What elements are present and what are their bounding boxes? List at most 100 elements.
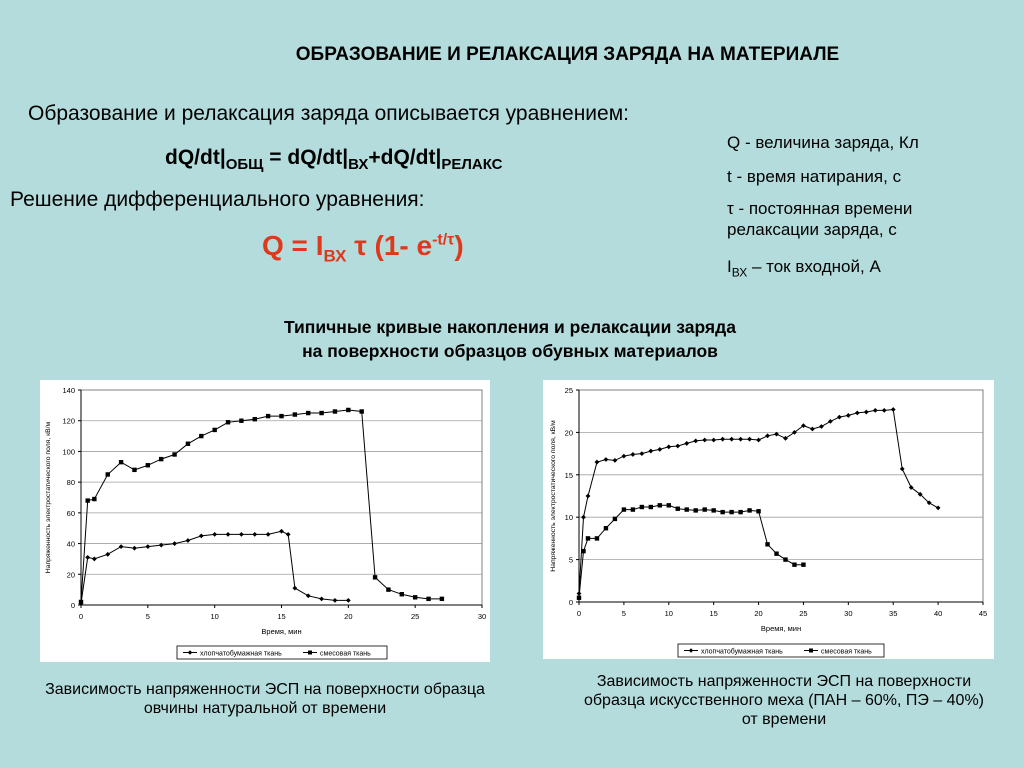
data-point <box>285 531 291 537</box>
data-point <box>159 456 164 462</box>
data-point <box>305 593 311 599</box>
data-point <box>792 562 797 567</box>
x-tick-label: 30 <box>844 609 852 618</box>
data-point <box>594 459 600 465</box>
legend-t: t - время натирания, с <box>727 167 902 186</box>
data-point <box>693 438 699 444</box>
data-point <box>810 426 815 432</box>
eq2-tau: τ <box>354 230 367 261</box>
data-point <box>185 538 191 543</box>
data-point <box>666 444 672 450</box>
data-point <box>386 587 391 592</box>
data-point <box>92 496 97 502</box>
legend-label: смесовая ткань <box>320 650 371 657</box>
data-point <box>639 504 645 510</box>
chart-svg-artificial-fur: 0 5 10 15 20 25 0 5 10 15 20 25 30 35 40 45 Время, мин На… <box>550 386 987 658</box>
series-line-2 <box>578 504 804 598</box>
x-tick-label: 5 <box>146 612 150 621</box>
data-point <box>827 418 833 424</box>
data-point <box>854 410 860 416</box>
eq1-sub-input: ВХ <box>348 156 369 174</box>
data-point <box>765 542 770 547</box>
x-tick-label: 15 <box>709 609 717 618</box>
data-point <box>603 526 609 531</box>
data-point <box>399 592 404 597</box>
data-point <box>426 596 431 602</box>
x-tick-label: 20 <box>344 612 352 621</box>
legend-marker <box>809 648 813 653</box>
plot-area <box>80 389 483 606</box>
legend-label: смесовая ткань <box>821 648 872 655</box>
y-tick-label: 100 <box>62 447 75 456</box>
eq2-part: ) <box>454 230 464 261</box>
data-point <box>292 585 298 591</box>
data-point <box>765 433 770 439</box>
data-point <box>359 409 364 414</box>
data-point <box>756 437 761 443</box>
data-point <box>845 413 851 418</box>
data-point <box>78 599 84 605</box>
data-point <box>783 435 788 441</box>
data-point <box>332 409 338 414</box>
data-point <box>917 491 923 497</box>
data-point <box>132 467 137 473</box>
legend-marker <box>688 648 694 653</box>
eq1-sub-relax: РЕЛАКС <box>441 156 503 174</box>
legend-label: хлопчатобумажная ткань <box>701 647 783 655</box>
data-point <box>872 407 878 413</box>
data-point <box>630 452 636 457</box>
data-point <box>332 597 338 603</box>
legend-box <box>677 643 885 658</box>
data-point <box>774 551 779 556</box>
data-point <box>881 407 887 413</box>
data-point <box>265 413 271 419</box>
data-point <box>118 544 124 550</box>
x-tick-label: 10 <box>210 612 218 621</box>
legend-q: Q - величина заряда, Кл <box>727 133 919 152</box>
legend-tau: τ - постоянная времени релаксации заряда… <box>727 199 913 240</box>
data-point <box>935 505 941 511</box>
data-point <box>836 414 842 420</box>
data-point <box>412 595 418 600</box>
data-point <box>657 503 662 508</box>
data-point <box>693 508 698 513</box>
solution-label: Решение дифференциального уравнения: <box>10 188 425 211</box>
data-point <box>105 472 110 477</box>
data-point <box>239 418 244 423</box>
chart-legend: хлопчатобумажная ткань смесовая ткань <box>677 643 885 658</box>
data-point <box>185 441 191 446</box>
x-tick-label: 20 <box>754 609 762 618</box>
chart-artificial-fur: 0 5 10 15 20 25 0 5 10 15 20 25 30 35 40 45 Время, мин На… <box>543 380 994 659</box>
y-tick-label: 10 <box>565 513 573 522</box>
caption-sheepskin: Зависимость напряженности ЭСП на поверхн… <box>45 681 485 718</box>
series-line-1 <box>80 530 349 604</box>
data-point <box>239 531 244 537</box>
data-point <box>729 436 735 442</box>
x-axis-title: Время, мин <box>761 624 801 633</box>
data-point <box>172 452 177 457</box>
series-line-1 <box>578 408 939 594</box>
data-point <box>346 407 351 413</box>
y-tick-label: 25 <box>565 386 573 395</box>
data-point <box>684 441 690 446</box>
x-tick-label: 45 <box>979 609 987 618</box>
data-point <box>792 430 797 435</box>
data-point <box>172 541 177 546</box>
x-tick-label: 35 <box>889 609 897 618</box>
data-point <box>720 509 725 515</box>
y-axis-title: Напряженность электростатического поля, … <box>45 421 52 573</box>
data-point <box>225 420 231 425</box>
data-point <box>252 416 257 422</box>
data-point <box>279 528 284 534</box>
data-point <box>158 542 164 548</box>
data-point <box>648 504 654 510</box>
legend-i: IВХ – ток входной, А <box>727 256 881 280</box>
legend-i-sub: ВХ <box>731 265 748 280</box>
y-tick-label: 40 <box>67 540 75 549</box>
data-point <box>603 457 609 462</box>
data-point <box>585 493 591 499</box>
x-tick-label: 15 <box>277 612 285 621</box>
data-point <box>738 436 743 442</box>
chart-sheepskin: 0 20 40 60 80 100 120 140 0 5 10 15 20 25 30 Время, мин… <box>40 380 490 662</box>
data-point <box>319 596 324 602</box>
